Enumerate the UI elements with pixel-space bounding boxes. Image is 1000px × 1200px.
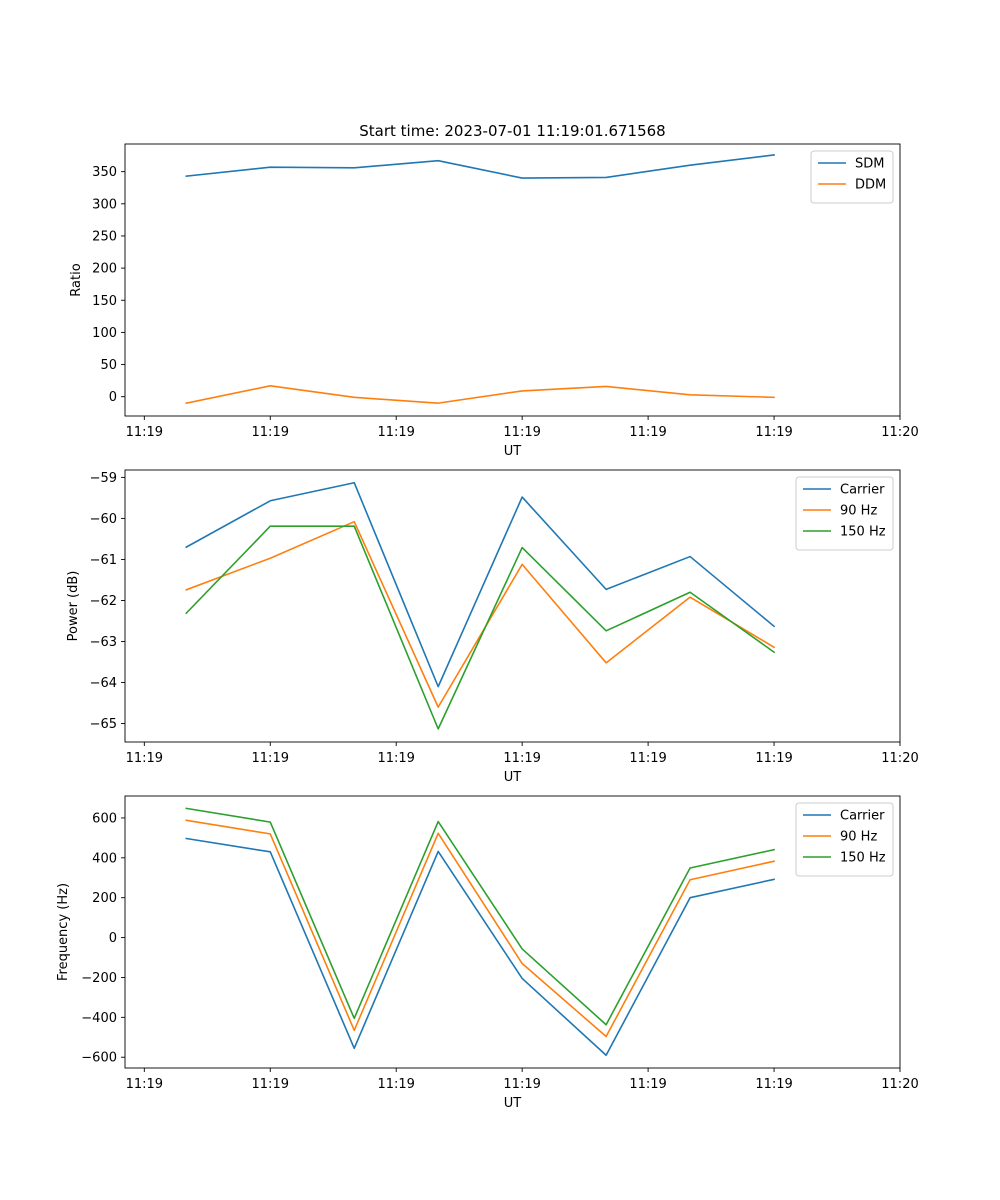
y-tick-label: 0 [109, 390, 117, 405]
y-tick-label: −61 [90, 553, 117, 568]
legend-label-90-hz: 90 Hz [840, 830, 877, 845]
x-tick-label: 11:19 [377, 425, 414, 440]
y-tick-label: 150 [92, 294, 117, 309]
y-tick-label: 350 [92, 165, 117, 180]
axes-frame [124, 795, 901, 1069]
series-line-carrier [185, 481, 776, 688]
y-tick-label: −59 [90, 471, 117, 486]
y-tick-label: −62 [90, 594, 117, 609]
x-tick-label: 11:19 [629, 751, 666, 766]
x-tick-label: 11:20 [881, 751, 918, 766]
power-subplot: 11:19 11:19 11:19 11:19 11:19 11:19 11:20 −65 −6… [66, 469, 919, 785]
x-tick-label: 11:19 [755, 425, 792, 440]
x-tick-label: 11:19 [252, 751, 289, 766]
legend-label-sdm: SDM [855, 157, 884, 172]
series-line-90-hz [185, 819, 776, 1038]
y-tick-label: −60 [90, 512, 117, 527]
y-tick-label: 600 [92, 811, 117, 826]
x-tick-label: 11:19 [503, 1077, 540, 1092]
y-tick-label: −63 [90, 635, 117, 650]
series-line-ddm [185, 384, 775, 405]
legend-label-90-hz: 90 Hz [840, 504, 877, 519]
y-tick-label: 100 [92, 326, 117, 341]
x-tick-label: 11:19 [755, 1077, 792, 1092]
frequency-subplot: 11:19 11:19 11:19 11:19 11:19 11:19 11:20 −600 −… [56, 795, 919, 1111]
legend-label-150-hz: 150 Hz [840, 525, 886, 540]
y-tick-label: 0 [109, 931, 117, 946]
y-axis-label: Power (dB) [66, 571, 81, 642]
x-axis-label: UT [504, 1096, 522, 1111]
legend: SDM DDM [810, 150, 894, 204]
y-axis-label: Ratio [69, 263, 84, 296]
legend-box [810, 150, 894, 204]
legend: Carrier 90 Hz 150 Hz [795, 802, 894, 877]
x-tick-label: 11:19 [503, 425, 540, 440]
x-tick-label: 11:20 [881, 1077, 918, 1092]
legend-label-ddm: DDM [855, 178, 886, 193]
axes-frame [124, 469, 901, 743]
x-tick-label: 11:19 [629, 425, 666, 440]
series-line-sdm [185, 154, 775, 179]
x-axis-label: UT [504, 444, 522, 459]
x-tick-label: 11:19 [126, 1077, 163, 1092]
x-tick-label: 11:19 [755, 751, 792, 766]
x-tick-label: 11:19 [126, 425, 163, 440]
x-tick-label: 11:19 [503, 751, 540, 766]
x-tick-label: 11:20 [881, 425, 918, 440]
legend-label-150-hz: 150 Hz [840, 851, 886, 866]
y-tick-label: 200 [92, 891, 117, 906]
y-tick-label: 300 [92, 197, 117, 212]
legend-label-carrier: Carrier [840, 809, 885, 824]
x-tick-label: 11:19 [377, 751, 414, 766]
x-tick-label: 11:19 [252, 1077, 289, 1092]
series-line-150-hz [185, 525, 776, 730]
y-tick-label: −65 [90, 717, 117, 732]
y-tick-label: 250 [92, 229, 117, 244]
series-line-carrier [185, 837, 776, 1057]
y-tick-label: 50 [100, 358, 117, 373]
y-tick-label: −64 [90, 676, 117, 691]
x-axis-label: UT [504, 770, 522, 785]
chart-title: Start time: 2023-07-01 11:19:01.671568 [359, 122, 665, 140]
axes-frame [124, 143, 901, 417]
y-tick-label: 200 [92, 262, 117, 277]
ratio-subplot: 11:19 11:19 11:19 11:19 11:19 11:19 11:20 0 50 10… [69, 122, 919, 459]
x-tick-label: 11:19 [126, 751, 163, 766]
x-tick-label: 11:19 [629, 1077, 666, 1092]
x-tick-label: 11:19 [377, 1077, 414, 1092]
x-tick-label: 11:19 [252, 425, 289, 440]
series-line-90-hz [185, 520, 776, 708]
series-line-150-hz [185, 807, 776, 1026]
legend-label-carrier: Carrier [840, 483, 885, 498]
y-tick-label: −400 [81, 1011, 117, 1026]
y-tick-label: −200 [81, 971, 117, 986]
y-axis-label: Frequency (Hz) [56, 883, 71, 981]
y-tick-label: −600 [81, 1051, 117, 1066]
y-tick-label: 400 [92, 851, 117, 866]
legend: Carrier 90 Hz 150 Hz [795, 476, 894, 551]
